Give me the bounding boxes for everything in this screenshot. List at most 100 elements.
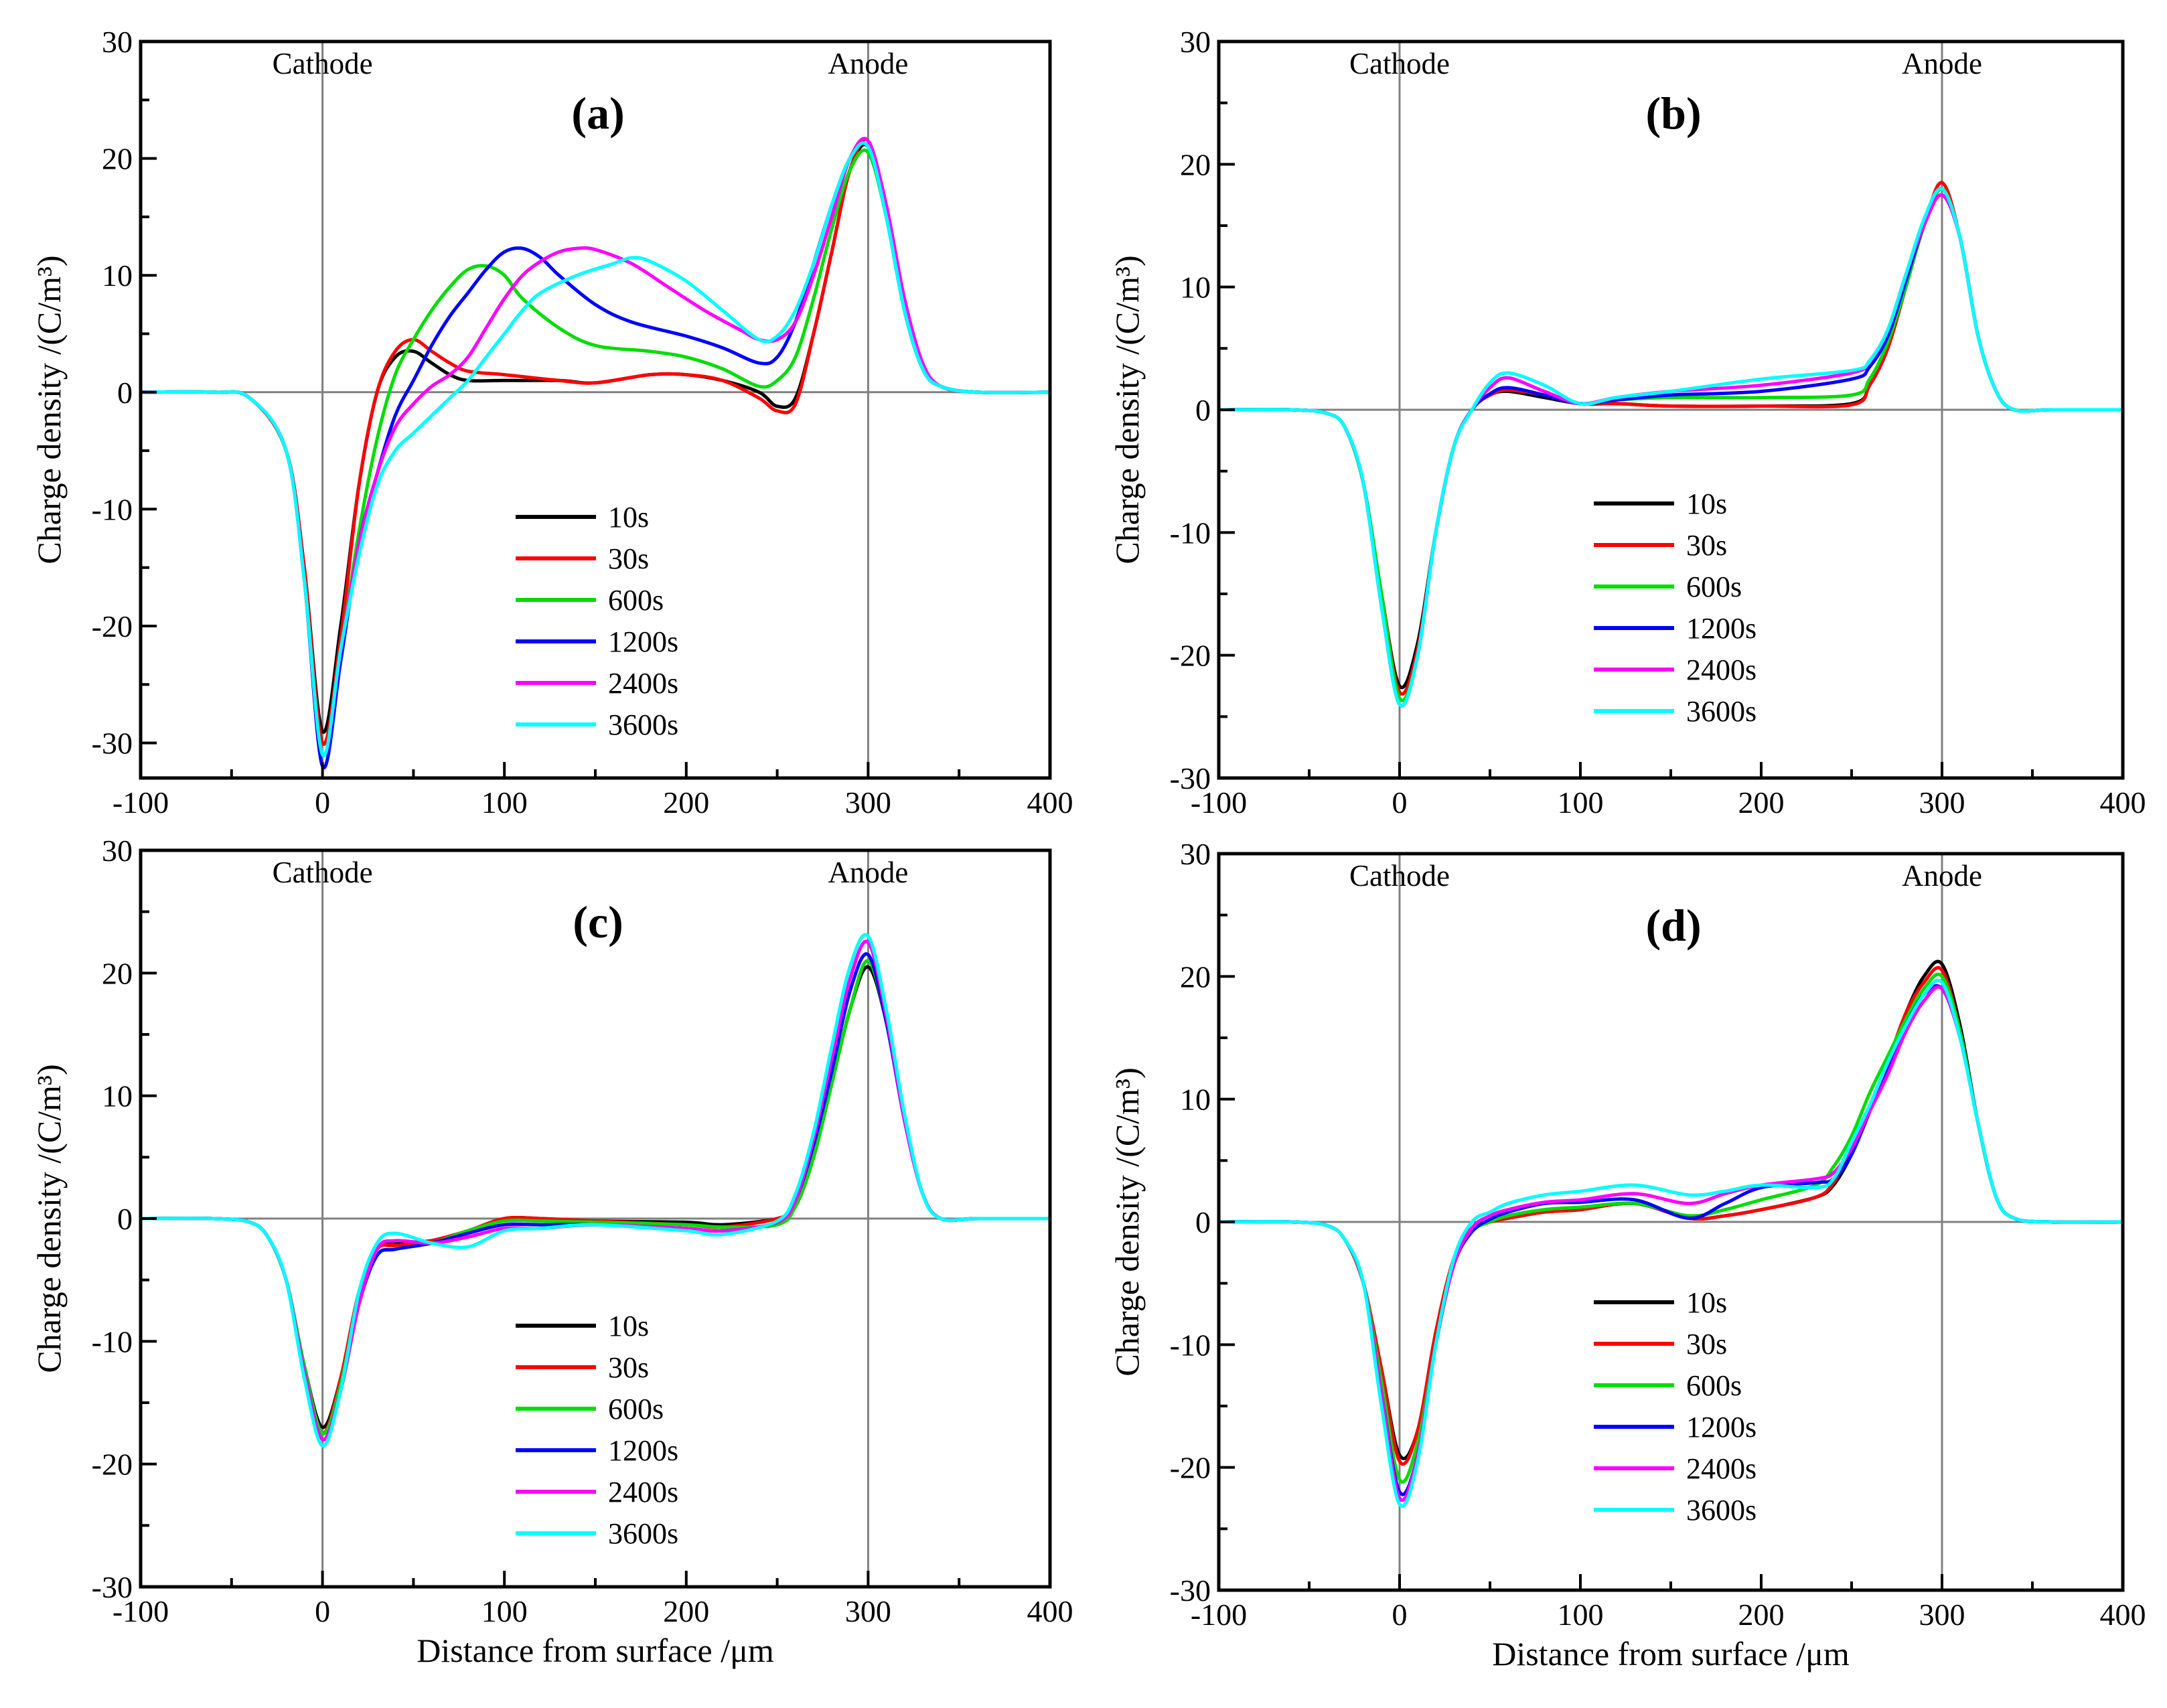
x-tick-label: 400 xyxy=(2100,785,2146,820)
legend-label-3600s: 3600s xyxy=(1686,695,1757,728)
y-tick-label: 20 xyxy=(1180,147,1211,181)
x-tick-label: -100 xyxy=(1191,1598,1247,1632)
series-line-600s xyxy=(141,148,1050,758)
electrode-label-anode: Anode xyxy=(828,47,908,80)
x-tick-label: 200 xyxy=(1738,785,1785,820)
x-tick-label: 100 xyxy=(1558,785,1604,820)
x-tick-label: 200 xyxy=(663,785,709,820)
series-line-600s xyxy=(141,959,1050,1435)
series-line-10s xyxy=(1219,187,2123,690)
legend-label-600s: 600s xyxy=(608,584,664,617)
electrode-label-anode: Anode xyxy=(1902,47,1982,80)
y-tick-label: -10 xyxy=(1170,516,1211,550)
y-tick-label: 30 xyxy=(1180,25,1211,59)
series-line-10s xyxy=(141,965,1050,1429)
axes-frame xyxy=(139,40,1052,780)
legend-label-600s: 600s xyxy=(1686,1369,1742,1402)
series-line-1200s xyxy=(1219,984,2123,1496)
electrode-label-anode: Anode xyxy=(1902,859,1982,892)
legend: 10s 30s 600s 1200s 2400s 3600s xyxy=(1594,487,1757,728)
legend-label-3600s: 3600s xyxy=(608,708,678,741)
y-tick-label: 0 xyxy=(1195,1205,1211,1239)
series-group xyxy=(1219,181,2123,708)
series-line-3600s xyxy=(1219,978,2123,1508)
series-line-600s xyxy=(1219,972,2123,1484)
series-line-3600s xyxy=(141,933,1050,1448)
series-line-30s xyxy=(1219,965,2123,1466)
series-line-2400s xyxy=(141,137,1050,758)
legend-label-30s: 30s xyxy=(1686,529,1727,562)
x-tick-label: 400 xyxy=(1027,785,1073,820)
y-tick-label: 30 xyxy=(102,834,133,868)
legend-label-1200s: 1200s xyxy=(1686,1411,1757,1444)
y-axis-title: Charge density /(C/m³) xyxy=(1108,1067,1146,1376)
series-line-10s xyxy=(141,143,1050,734)
y-tick-label: -20 xyxy=(92,609,133,643)
x-tick-label: 0 xyxy=(315,1594,330,1628)
chart-panel-d: Cathode Anode-100 0 100 200 300 400-30-20-1001… xyxy=(1108,837,2146,1673)
electrode-label-cathode: Cathode xyxy=(273,47,373,80)
x-tick-label: 400 xyxy=(1027,1594,1073,1628)
series-group xyxy=(141,933,1050,1448)
chart-panel-c: Cathode Anode-100 0 100 200 300 400-30-20-1001… xyxy=(30,834,1073,1669)
legend: 10s 30s 600s 1200s 2400s 3600s xyxy=(1594,1286,1757,1527)
legend-label-10s: 10s xyxy=(1686,1286,1727,1319)
x-tick-label: 100 xyxy=(481,1594,528,1628)
legend-label-3600s: 3600s xyxy=(608,1517,678,1550)
y-tick-label: 0 xyxy=(1195,393,1211,427)
y-tick-label: 0 xyxy=(117,376,133,410)
legend-label-2400s: 2400s xyxy=(608,1476,678,1508)
series-line-2400s xyxy=(141,939,1050,1442)
legend: 10s 30s 600s 1200s 2400s 3600s xyxy=(516,501,678,741)
electrode-label-cathode: Cathode xyxy=(1349,859,1450,892)
legend-label-2400s: 2400s xyxy=(1686,653,1757,686)
x-tick-label: 300 xyxy=(845,1594,891,1628)
y-tick-label: 0 xyxy=(117,1202,133,1236)
x-tick-label: 400 xyxy=(2100,1598,2146,1632)
legend-label-10s: 10s xyxy=(608,501,649,534)
legend-label-30s: 30s xyxy=(608,542,649,575)
y-tick-label: 20 xyxy=(1180,959,1211,994)
series-line-2400s xyxy=(1219,985,2123,1502)
legend-label-10s: 10s xyxy=(608,1310,649,1342)
y-tick-label: 10 xyxy=(1180,270,1211,305)
y-tick-label: -30 xyxy=(1170,1573,1211,1608)
y-tick-label: 30 xyxy=(1180,837,1211,871)
electrode-label-anode: Anode xyxy=(828,856,908,889)
y-tick-label: 20 xyxy=(102,956,133,990)
y-tick-label: -20 xyxy=(1170,1451,1211,1485)
legend-label-1200s: 1200s xyxy=(608,1434,678,1467)
y-axis-title: Charge density /(C/m³) xyxy=(30,255,68,564)
y-tick-label: 10 xyxy=(102,258,133,293)
x-tick-label: 200 xyxy=(1738,1598,1785,1632)
series-line-30s xyxy=(1219,181,2123,696)
series-line-30s xyxy=(141,959,1050,1435)
x-tick-label: 200 xyxy=(663,1594,709,1628)
y-axis-title: Charge density /(C/m³) xyxy=(30,1064,68,1373)
legend-label-2400s: 2400s xyxy=(608,667,678,700)
panel-label: (c) xyxy=(573,897,623,947)
legend-label-600s: 600s xyxy=(608,1393,664,1425)
x-axis-title: Distance from surface /μm xyxy=(417,1632,774,1669)
y-tick-label: 30 xyxy=(102,25,133,59)
x-axis-title: Distance from surface /μm xyxy=(1492,1635,1850,1673)
electrode-label-cathode: Cathode xyxy=(273,856,373,889)
legend-label-30s: 30s xyxy=(1686,1328,1727,1361)
y-tick-label: -30 xyxy=(1170,761,1211,795)
legend-label-10s: 10s xyxy=(1686,487,1727,520)
y-tick-label: -20 xyxy=(92,1448,133,1482)
x-tick-label: 0 xyxy=(1392,785,1408,820)
legend: 10s 30s 600s 1200s 2400s 3600s xyxy=(516,1310,678,1550)
x-tick-label: 300 xyxy=(1919,1598,1965,1632)
legend-label-3600s: 3600s xyxy=(1686,1494,1757,1527)
series-line-1200s xyxy=(141,141,1050,770)
electrode-label-cathode: Cathode xyxy=(1349,47,1450,80)
series-line-3600s xyxy=(1219,187,2123,708)
y-tick-label: -10 xyxy=(1170,1328,1211,1362)
series-line-3600s xyxy=(141,141,1050,758)
x-tick-label: 300 xyxy=(845,785,891,820)
y-tick-label: -20 xyxy=(1170,639,1211,673)
x-tick-label: 100 xyxy=(1558,1598,1604,1632)
series-line-30s xyxy=(141,137,1050,746)
